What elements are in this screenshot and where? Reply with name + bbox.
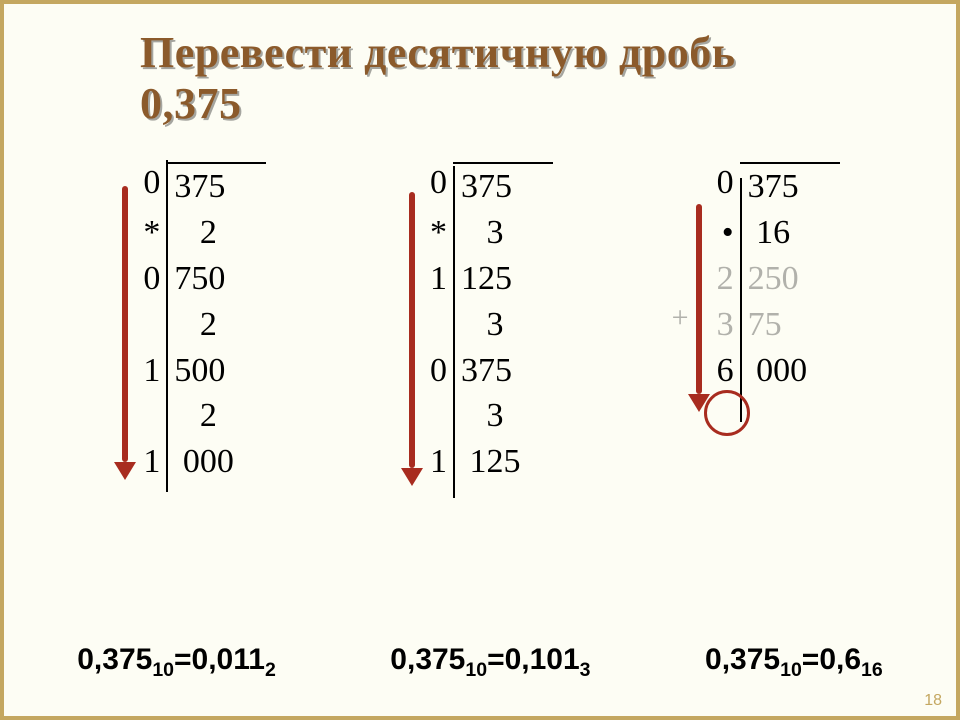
fraction-part: 2 — [166, 393, 217, 439]
calc-row: 375 — [694, 302, 840, 348]
fraction-part: 000 — [166, 439, 234, 485]
down-arrow-icon — [401, 192, 423, 488]
calc-row: 0375 — [694, 160, 840, 210]
calc-row: 1125 — [407, 256, 553, 302]
calc-row: 2250 — [694, 256, 840, 302]
slide-title: Перевести десятичную дробь 0,375 — [140, 28, 735, 129]
result-equation: 0,37510=0,0112 — [77, 643, 276, 682]
calc-column: 0375* 31125 30375 31 125 — [407, 160, 553, 485]
calc-row: 0375 — [407, 348, 553, 394]
calc-row: 1 125 — [407, 439, 553, 485]
fraction-part: 375 — [453, 348, 512, 394]
calc-row: 2 — [120, 393, 266, 439]
calc-row: 0375 — [407, 160, 553, 210]
fraction-part: 16 — [740, 210, 791, 256]
calculation-columns: 0375* 20750 21500 21 0000375* 31125 3037… — [0, 160, 960, 485]
fraction-part: 2 — [166, 302, 217, 348]
vertical-separator — [166, 160, 168, 492]
fraction-part: 250 — [740, 256, 799, 302]
plus-icon: + — [672, 298, 689, 339]
fraction-part: 3 — [453, 210, 504, 256]
result-equation: 0,37510=0,1013 — [390, 643, 590, 682]
fraction-part: 125 — [453, 256, 512, 302]
calc-column: +0375• 1622503756 000 — [694, 160, 840, 485]
vertical-separator — [453, 166, 455, 498]
calc-row: 0750 — [120, 256, 266, 302]
fraction-part: 375 — [740, 162, 840, 210]
calc-row: • 16 — [694, 210, 840, 256]
fraction-part: 500 — [166, 348, 225, 394]
calc-column: 0375* 20750 21500 21 000 — [120, 160, 266, 485]
down-arrow-icon — [688, 204, 710, 414]
calc-row: 3 — [407, 302, 553, 348]
fraction-part: 75 — [740, 302, 782, 348]
fraction-part: 3 — [453, 393, 504, 439]
calc-row: * 3 — [407, 210, 553, 256]
calc-row: 2 — [120, 302, 266, 348]
fraction-part: 375 — [453, 162, 553, 210]
calc-row: 1 000 — [120, 439, 266, 485]
calc-row: 3 — [407, 393, 553, 439]
results-row: 0,37510=0,0112 0,37510=0,1013 0,37510=0,61… — [0, 643, 960, 682]
calc-row: 0375 — [120, 160, 266, 210]
fraction-part: 125 — [453, 439, 521, 485]
integer-part: 0 — [694, 160, 740, 210]
title-l2: 0,375 — [140, 79, 242, 128]
title-l1: Перевести десятичную дробь — [140, 28, 735, 77]
calc-row: 6 000 — [694, 348, 840, 394]
fraction-part: 2 — [166, 210, 217, 256]
fraction-part: 3 — [453, 302, 504, 348]
down-arrow-icon — [114, 186, 136, 482]
calc-row: * 2 — [120, 210, 266, 256]
fraction-part: 375 — [166, 162, 266, 210]
result-circle-icon — [704, 390, 750, 436]
vertical-separator — [740, 178, 742, 422]
page-number: 18 — [924, 692, 942, 710]
calc-row: 1500 — [120, 348, 266, 394]
fraction-part: 000 — [740, 348, 808, 394]
fraction-part: 750 — [166, 256, 225, 302]
result-equation: 0,37510=0,616 — [705, 643, 883, 682]
